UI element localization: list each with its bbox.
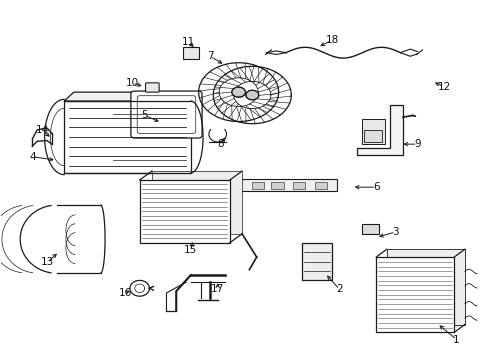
Polygon shape [361, 119, 384, 144]
Polygon shape [239, 179, 336, 192]
Text: 17: 17 [211, 284, 224, 294]
FancyBboxPatch shape [182, 46, 199, 59]
Polygon shape [231, 87, 245, 97]
Polygon shape [64, 101, 190, 173]
Text: 6: 6 [372, 182, 379, 192]
FancyBboxPatch shape [145, 83, 159, 92]
Polygon shape [386, 249, 464, 324]
Text: 5: 5 [141, 111, 147, 121]
Text: 15: 15 [184, 245, 197, 255]
Text: 9: 9 [413, 139, 420, 149]
Text: 2: 2 [336, 284, 342, 294]
Text: 11: 11 [182, 37, 195, 47]
Text: 18: 18 [325, 35, 338, 45]
Text: 12: 12 [437, 82, 450, 92]
FancyBboxPatch shape [137, 96, 195, 134]
Polygon shape [64, 92, 200, 101]
Polygon shape [315, 182, 327, 189]
Polygon shape [251, 182, 264, 189]
Text: 14: 14 [36, 125, 49, 135]
Polygon shape [356, 105, 402, 155]
Polygon shape [152, 171, 242, 234]
Polygon shape [140, 180, 229, 243]
Text: 7: 7 [206, 51, 213, 61]
Text: 16: 16 [118, 288, 131, 298]
Polygon shape [293, 182, 305, 189]
Text: 13: 13 [41, 257, 54, 267]
FancyBboxPatch shape [131, 91, 202, 138]
FancyBboxPatch shape [364, 130, 381, 142]
Text: 8: 8 [216, 139, 223, 149]
Polygon shape [375, 257, 453, 332]
Text: 4: 4 [29, 152, 36, 162]
Polygon shape [271, 182, 283, 189]
Polygon shape [302, 243, 331, 280]
FancyBboxPatch shape [361, 225, 378, 234]
Polygon shape [245, 90, 258, 100]
Text: 10: 10 [125, 78, 139, 88]
Text: 3: 3 [391, 227, 398, 237]
Text: 1: 1 [452, 334, 459, 345]
